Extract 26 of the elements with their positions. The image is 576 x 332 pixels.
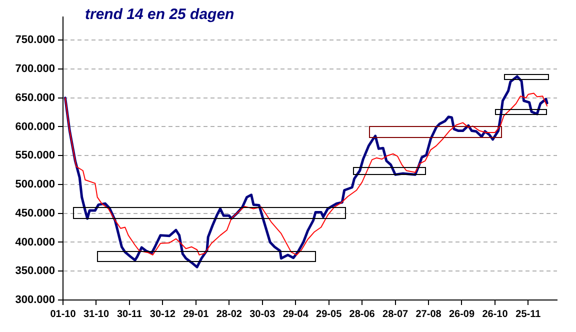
x-tick-label: 28-07 bbox=[382, 308, 409, 320]
y-tick-label: 300.000 bbox=[15, 294, 55, 306]
x-tick-label: 29-05 bbox=[316, 308, 342, 320]
x-tick-label: 30-03 bbox=[250, 308, 276, 320]
chart-title: trend 14 en 25 dagen bbox=[85, 6, 234, 23]
y-tick-label: 700.000 bbox=[15, 63, 55, 76]
y-tick-label: 600.000 bbox=[15, 120, 55, 133]
y-tick-label: 750.000 bbox=[15, 34, 55, 46]
y-tick-label: 650.000 bbox=[15, 92, 55, 104]
x-tick-label: 29-01 bbox=[183, 308, 210, 320]
x-tick-label: 30-11 bbox=[116, 308, 142, 320]
x-tick-label: 27-08 bbox=[416, 308, 442, 320]
y-tick-label: 550.000 bbox=[15, 150, 55, 162]
x-tick-label: 26-10 bbox=[482, 308, 508, 320]
x-tick-label: 25-11 bbox=[516, 308, 542, 320]
x-tick-label: 29-04 bbox=[282, 308, 309, 320]
x-tick-label: 01-10 bbox=[50, 308, 76, 320]
x-tick-label: 26-09 bbox=[448, 308, 475, 320]
x-tick-label: 30-12 bbox=[150, 308, 176, 320]
x-tick-label: 28-06 bbox=[349, 308, 376, 320]
x-tick-label: 31-10 bbox=[83, 308, 110, 320]
y-tick-label: 500.000 bbox=[15, 178, 55, 191]
y-tick-label: 350.000 bbox=[15, 265, 55, 278]
y-tick-label: 400.000 bbox=[15, 236, 55, 248]
y-tick-label: 450.000 bbox=[15, 207, 55, 220]
x-tick-label: 28-02 bbox=[216, 308, 242, 320]
